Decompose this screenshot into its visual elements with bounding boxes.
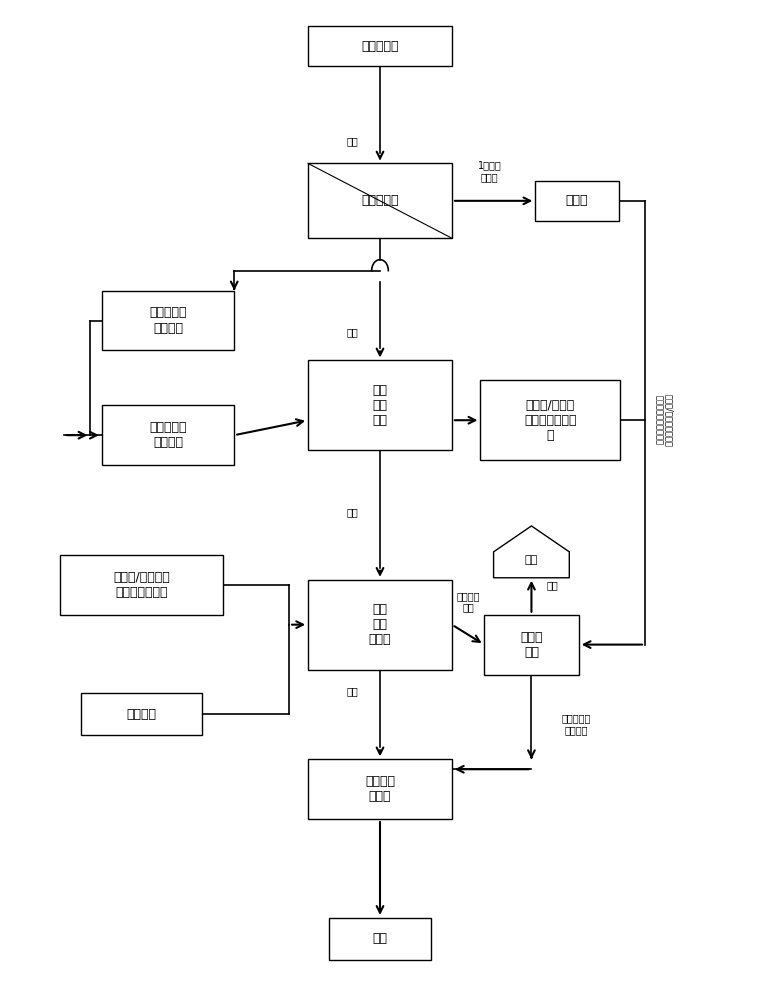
Text: 破碎: 破碎 — [346, 686, 358, 696]
Text: 自来水/无污渍
工业废水回水管
道: 自来水/无污渍 工业废水回水管 道 — [524, 399, 577, 442]
FancyBboxPatch shape — [308, 360, 452, 450]
FancyBboxPatch shape — [102, 291, 234, 350]
Text: 循环除盐水
进水管道: 循环除盐水 进水管道 — [149, 421, 187, 449]
Text: 除尘器
组件: 除尘器 组件 — [520, 631, 543, 659]
FancyBboxPatch shape — [308, 26, 452, 66]
Text: 手推车: 手推车 — [565, 194, 588, 207]
FancyBboxPatch shape — [81, 693, 202, 735]
Text: 破碎: 破碎 — [346, 136, 358, 146]
Text: 破碎: 破碎 — [346, 327, 358, 337]
Text: 压缩空气: 压缩空气 — [126, 708, 157, 721]
Text: 螺旋
输送
装置: 螺旋 输送 装置 — [372, 384, 388, 427]
Text: 蒸汽: 蒸汽 — [546, 580, 559, 590]
Text: 循环除盐水
冷却系统: 循环除盐水 冷却系统 — [149, 306, 187, 334]
FancyBboxPatch shape — [329, 918, 431, 960]
Polygon shape — [493, 526, 569, 578]
FancyBboxPatch shape — [535, 181, 619, 221]
FancyBboxPatch shape — [484, 615, 579, 675]
FancyBboxPatch shape — [308, 580, 452, 670]
Text: 自来水/无污渍工
业废水进水管道: 自来水/无污渍工 业废水进水管道 — [113, 571, 169, 599]
Text: 带物料的
蒸汽: 带物料的 蒸汽 — [457, 591, 480, 613]
FancyBboxPatch shape — [60, 555, 223, 615]
FancyBboxPatch shape — [308, 163, 452, 238]
Text: 渣仓: 渣仓 — [372, 932, 388, 945]
Text: 大气: 大气 — [525, 555, 538, 565]
Text: 下级皮带
输送机: 下级皮带 输送机 — [365, 775, 395, 803]
Text: 焦块过滤器: 焦块过滤器 — [361, 194, 399, 207]
Text: 加湿
搅拌
混合器: 加湿 搅拌 混合器 — [369, 603, 391, 646]
Text: 冷却室灰室: 冷却室灰室 — [361, 40, 399, 53]
Text: 过滤后的细
颗粒物料: 过滤后的细 颗粒物料 — [562, 714, 591, 735]
FancyBboxPatch shape — [308, 759, 452, 819]
FancyBboxPatch shape — [102, 405, 234, 465]
Text: 破碎: 破碎 — [346, 507, 358, 517]
FancyBboxPatch shape — [480, 380, 620, 460]
Text: 1星期清
理一次: 1星期清 理一次 — [478, 160, 502, 182]
Text: 自来水/无污渍工业废水
回水管道、长输、运转: 自来水/无污渍工业废水 回水管道、长输、运转 — [654, 394, 673, 447]
